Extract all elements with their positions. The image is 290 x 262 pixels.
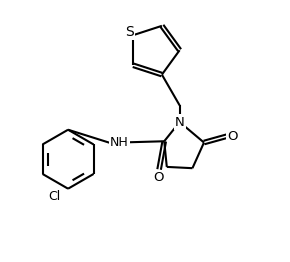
Text: NH: NH [110, 136, 129, 149]
Text: Cl: Cl [48, 190, 60, 203]
Text: O: O [153, 171, 164, 184]
Text: S: S [125, 25, 134, 39]
Text: N: N [175, 116, 184, 129]
Text: O: O [227, 130, 238, 143]
